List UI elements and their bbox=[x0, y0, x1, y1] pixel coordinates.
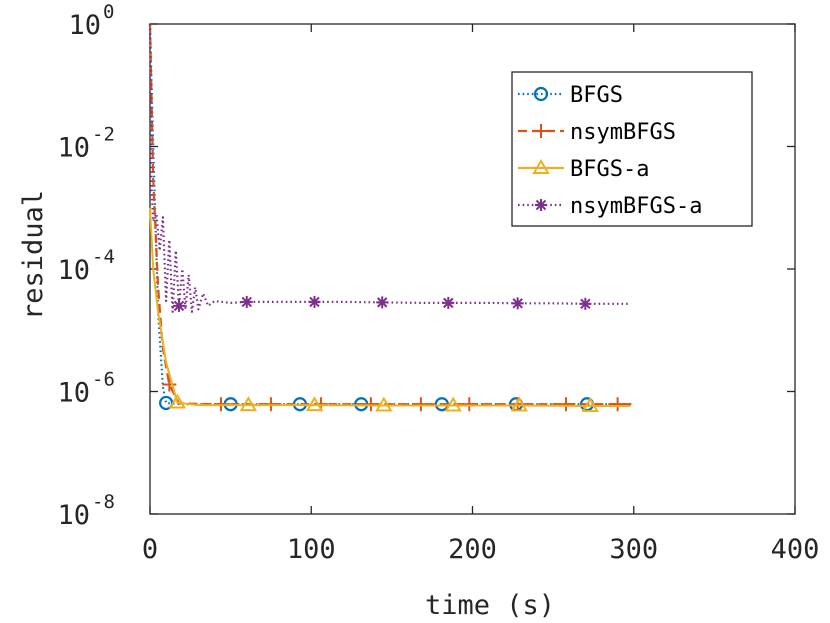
data-point-nsymbfgs bbox=[462, 397, 477, 412]
data-point-bfgs-a bbox=[168, 393, 187, 409]
data-point-nsymbfgs-a bbox=[173, 299, 186, 312]
x-tick-label: 200 bbox=[448, 534, 497, 565]
legend-item-bfgs-a: BFGS-a bbox=[518, 157, 649, 182]
y-tick-label-exponent: -8 bbox=[92, 491, 115, 513]
legend: BFGS nsymBFGS BFGS-a nsymBFGS-a bbox=[511, 71, 753, 227]
x-tick-label: 100 bbox=[287, 534, 336, 565]
data-point-nsymbfgs-a bbox=[511, 297, 524, 310]
y-tick-label: 10 0 bbox=[68, 1, 114, 41]
data-point-nsymbfgs-a bbox=[308, 295, 321, 308]
data-point-nsymbfgs-a bbox=[442, 296, 455, 309]
legend-label: BFGS-a bbox=[570, 157, 649, 182]
y-tick-label-base: 10 bbox=[57, 255, 90, 286]
series-line-bfgs-a bbox=[149, 207, 631, 407]
y-tick-label: 10 -4 bbox=[57, 246, 114, 286]
data-point-bfgs-a bbox=[510, 396, 529, 412]
x-tick-label: 0 bbox=[142, 534, 158, 565]
data-point-nsymbfgs-a bbox=[579, 297, 592, 310]
y-axis-title: residual bbox=[18, 190, 49, 320]
legend-marker bbox=[533, 86, 549, 102]
legend-marker bbox=[534, 124, 548, 138]
series-nsymbfgs-a bbox=[148, 23, 631, 313]
y-tick-label: 10 -8 bbox=[57, 491, 114, 531]
series-line-nsymbfgs-a bbox=[148, 23, 631, 313]
legend-label: nsymBFGS-a bbox=[570, 194, 702, 219]
x-axis-title: time (s) bbox=[425, 590, 555, 621]
y-tick-label-exponent: -2 bbox=[92, 124, 115, 146]
y-tick-label: 10 -2 bbox=[57, 124, 114, 164]
y-tick-label-exponent: -6 bbox=[92, 369, 115, 391]
data-point-bfgs-a bbox=[375, 396, 393, 412]
x-tick-label: 400 bbox=[771, 534, 820, 565]
legend-label: nsymBFGS bbox=[570, 120, 676, 145]
legend-item-nsymbfgs-a: nsymBFGS-a bbox=[518, 194, 702, 219]
legend-item-bfgs: BFGS bbox=[518, 83, 623, 108]
data-point-bfgs-a bbox=[239, 396, 258, 412]
data-point-nsymbfgs-a bbox=[240, 295, 253, 308]
legend-marker bbox=[535, 199, 547, 211]
legend-box bbox=[511, 71, 753, 227]
legend-label: BFGS bbox=[570, 83, 623, 108]
y-tick-label-exponent: -4 bbox=[92, 246, 115, 268]
series-bfgs-a bbox=[149, 207, 631, 412]
plot-area bbox=[148, 23, 634, 412]
data-point-bfgs-a bbox=[444, 396, 462, 412]
data-point-nsymbfgs bbox=[162, 377, 177, 392]
data-point-nsymbfgs bbox=[363, 397, 378, 412]
legend-item-nsymbfgs: nsymBFGS bbox=[518, 120, 676, 145]
y-tick-label-exponent: 0 bbox=[103, 1, 114, 23]
data-point-nsymbfgs bbox=[559, 397, 574, 412]
axis-ticks bbox=[149, 23, 796, 515]
data-point-nsymbfgs bbox=[413, 397, 428, 412]
legend-marker bbox=[532, 159, 550, 174]
data-point-nsymbfgs-a bbox=[376, 296, 389, 309]
x-tick-label: 300 bbox=[609, 534, 658, 565]
y-tick-label-base: 10 bbox=[57, 133, 90, 164]
data-point-bfgs-a bbox=[581, 397, 599, 412]
y-tick-label-base: 10 bbox=[68, 10, 101, 41]
y-tick-label-base: 10 bbox=[57, 378, 90, 409]
y-tick-label: 10 -6 bbox=[57, 369, 114, 409]
data-point-bfgs-a bbox=[305, 396, 324, 412]
y-tick-label-base: 10 bbox=[57, 500, 90, 531]
data-point-nsymbfgs bbox=[610, 397, 625, 412]
